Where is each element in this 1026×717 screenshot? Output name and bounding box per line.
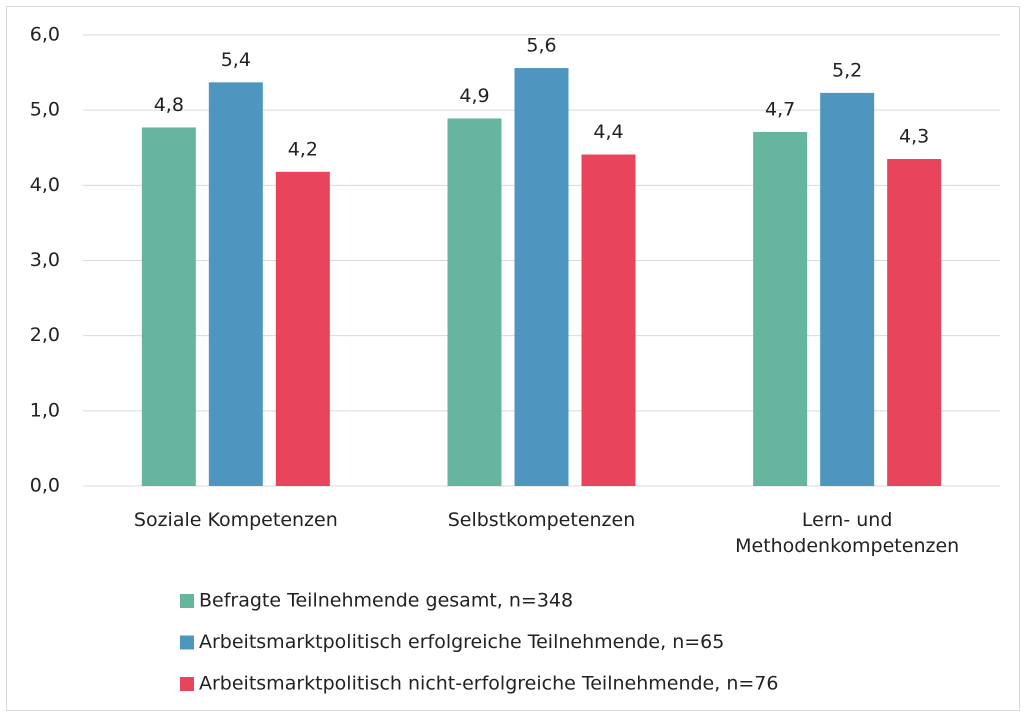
data-label: 4,9 [459, 85, 489, 107]
y-tick-label: 6,0 [30, 24, 60, 46]
data-label: 5,6 [526, 35, 556, 57]
x-tick-label: Selbstkompetenzen [447, 509, 636, 531]
bar [887, 159, 942, 486]
legend-label: Arbeitsmarktpolitisch erfolgreiche Teiln… [199, 631, 724, 653]
legend-label: Befragte Teilnehmende gesamt, n=348 [199, 590, 573, 612]
data-label: 4,7 [765, 98, 795, 120]
bar [820, 92, 875, 487]
bar [447, 118, 502, 486]
legend-label: Arbeitsmarktpolitisch nicht-erfolgreiche… [199, 673, 778, 695]
bar [275, 171, 330, 486]
bar [514, 68, 569, 486]
legend-swatch [180, 635, 194, 650]
y-tick-label: 3,0 [30, 249, 60, 271]
y-tick-label: 1,0 [30, 399, 60, 421]
data-label: 5,2 [832, 59, 862, 81]
bar [753, 131, 808, 486]
legend-swatch [180, 594, 194, 608]
data-label: 4,3 [899, 126, 929, 148]
legend-swatch [180, 677, 194, 691]
x-tick-label: Soziale Kompetenzen [133, 509, 338, 531]
chart-border [6, 6, 1020, 711]
data-label: 4,8 [154, 94, 184, 116]
y-tick-label: 0,0 [30, 475, 60, 497]
bar [581, 154, 636, 486]
data-label: 4,4 [593, 121, 623, 143]
y-tick-label: 5,0 [30, 99, 60, 121]
data-label: 5,4 [221, 49, 251, 71]
bar [208, 82, 263, 486]
y-tick-label: 4,0 [30, 174, 60, 196]
data-label: 4,2 [288, 138, 318, 160]
y-tick-label: 2,0 [30, 324, 60, 346]
bar [141, 127, 196, 486]
x-tick-label: Lern- und Methodenkompetenzen [735, 509, 960, 557]
